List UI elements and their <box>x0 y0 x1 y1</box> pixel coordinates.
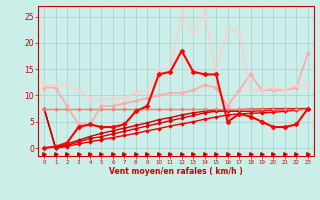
X-axis label: Vent moyen/en rafales ( km/h ): Vent moyen/en rafales ( km/h ) <box>109 167 243 176</box>
